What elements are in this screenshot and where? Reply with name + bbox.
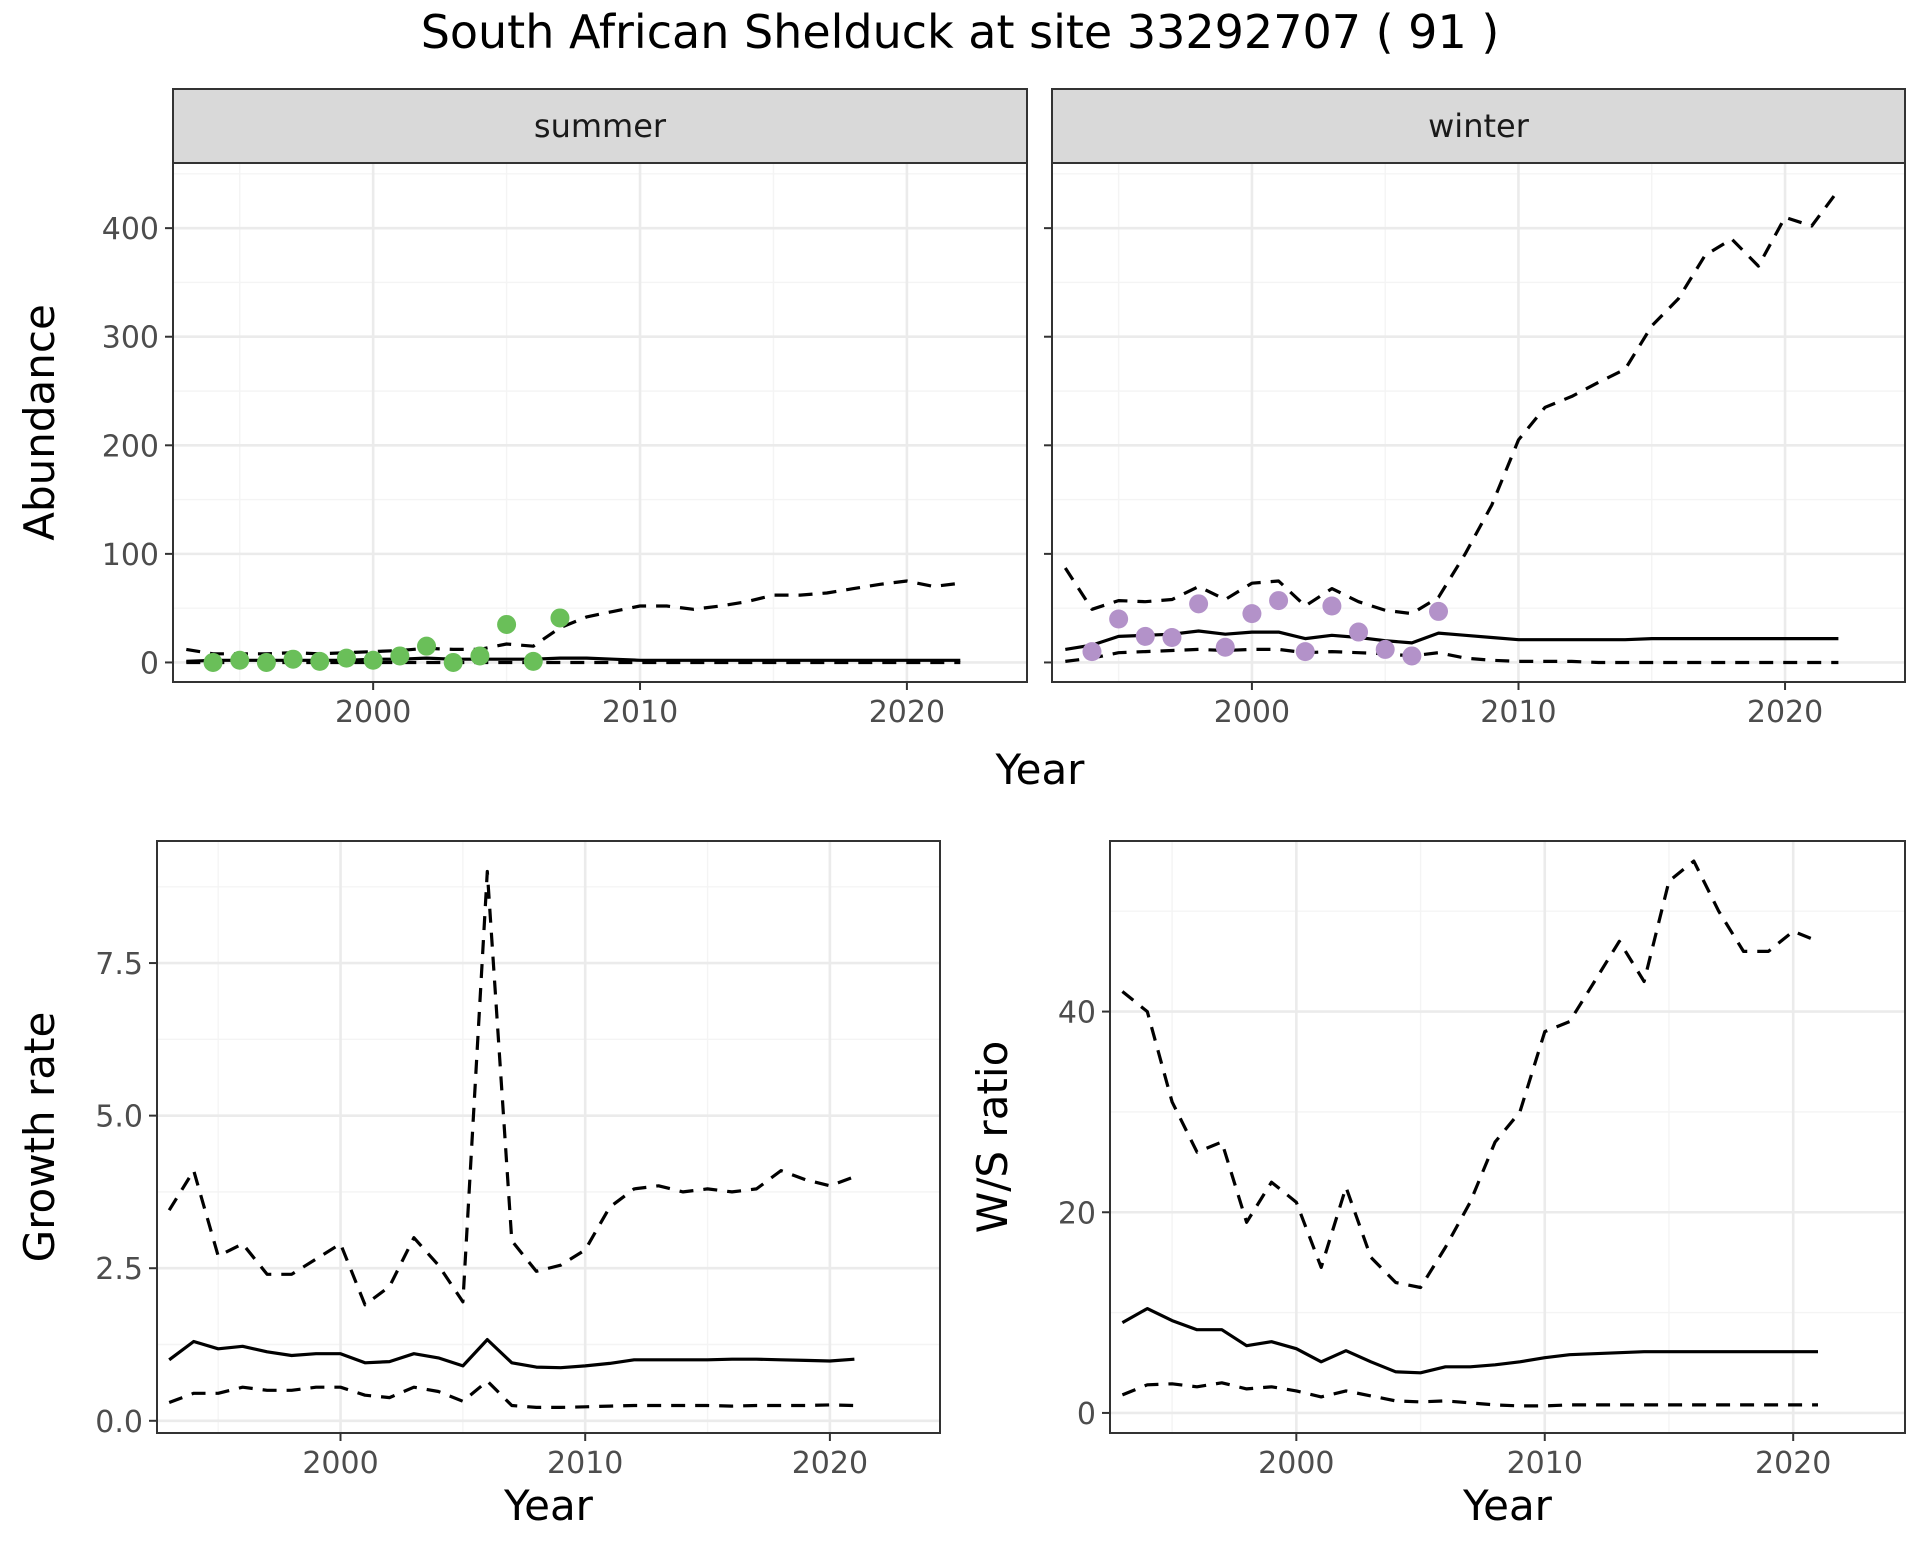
data-point xyxy=(336,648,356,668)
data-point xyxy=(1295,642,1315,662)
panel-border xyxy=(1109,840,1906,1434)
series-line-upper xyxy=(1063,189,1840,616)
x-tick-label: 2010 xyxy=(547,1446,623,1481)
facet-strip-label: summer xyxy=(534,107,667,145)
x-axis-title-abundance: Year xyxy=(995,745,1086,794)
series-line-upper xyxy=(1121,859,1819,1290)
y-axis-title: W/S ratio xyxy=(968,1041,1017,1234)
y-tick-label: 0 xyxy=(1077,1397,1096,1432)
data-point xyxy=(1402,646,1422,666)
data-point xyxy=(550,608,570,628)
data-point xyxy=(390,646,410,666)
series-line-upper xyxy=(186,579,961,656)
x-tick-label: 2000 xyxy=(1214,695,1290,730)
x-tick-label: 2010 xyxy=(1480,695,1556,730)
y-tick-label: 5.0 xyxy=(95,1100,143,1135)
y-tick-label: 20 xyxy=(1058,1196,1096,1231)
y-tick-label: 7.5 xyxy=(95,947,143,982)
data-point xyxy=(363,650,383,670)
x-tick-label: 2020 xyxy=(792,1446,868,1481)
data-point xyxy=(1082,642,1102,662)
panel-growth-rate: 2000 2010 2020 0.0 2.5 5.0 7.5 Growth rate Year xyxy=(15,840,941,1530)
data-point xyxy=(1189,594,1209,614)
x-tick-label: 2020 xyxy=(869,695,945,730)
data-point xyxy=(1322,596,1342,616)
series-line-upper xyxy=(167,869,855,1307)
y-tick-label: 300 xyxy=(102,321,159,356)
data-point xyxy=(443,652,463,672)
data-point xyxy=(497,614,517,634)
panel-ws-ratio: 2000 2010 2020 0 20 40 W/S ratio Year xyxy=(968,840,1906,1530)
data-point xyxy=(1242,604,1262,624)
panel-border xyxy=(156,840,941,1434)
data-point xyxy=(283,649,303,669)
x-axis-title: Year xyxy=(1462,1481,1553,1530)
y-tick-label: 2.5 xyxy=(95,1252,143,1287)
x-tick-label: 2000 xyxy=(335,695,411,730)
chart-title: South African Shelduck at site 33292707 … xyxy=(421,5,1500,59)
data-point xyxy=(203,652,223,672)
facet-strip xyxy=(1051,88,1906,164)
y-axis-title: Growth rate xyxy=(15,1012,64,1263)
data-point xyxy=(1215,637,1235,657)
data-point xyxy=(523,651,543,671)
series-line-estimate xyxy=(168,1337,855,1370)
x-axis-title: Year xyxy=(503,1481,594,1530)
y-tick-label: 400 xyxy=(102,212,159,247)
series-line-estimate xyxy=(1121,1306,1818,1375)
series-line-lower xyxy=(168,1379,855,1410)
panel-border xyxy=(1051,162,1906,683)
x-tick-label: 2010 xyxy=(602,695,678,730)
y-tick-label: 0 xyxy=(140,646,159,681)
data-point xyxy=(1375,639,1395,659)
data-point xyxy=(1109,609,1129,629)
facet-strip xyxy=(172,88,1028,164)
series-line-estimate xyxy=(1065,629,1839,651)
x-tick-label: 2020 xyxy=(1747,695,1823,730)
data-point xyxy=(1162,627,1182,647)
data-point xyxy=(256,652,276,672)
x-tick-label: 2020 xyxy=(1755,1446,1831,1481)
facet-strip-label: winter xyxy=(1428,107,1530,145)
series-line-lower xyxy=(1121,1381,1818,1408)
y-tick-label: 200 xyxy=(102,429,159,464)
y-tick-label: 100 xyxy=(102,538,159,573)
series-line-lower xyxy=(1065,647,1839,665)
y-tick-label: 0.0 xyxy=(95,1405,143,1440)
data-point xyxy=(1269,591,1289,611)
y-axis-title: Abundance xyxy=(15,304,64,541)
panel-abundance-summer: summer 2000 2010 2020 0 100 200 300 400 Abundance xyxy=(15,88,1028,730)
data-point xyxy=(1429,601,1449,621)
data-point xyxy=(1349,622,1369,642)
data-point xyxy=(417,636,437,656)
panel-border xyxy=(172,162,1028,683)
data-point xyxy=(310,651,330,671)
data-point xyxy=(1135,626,1155,646)
x-tick-label: 2000 xyxy=(1258,1446,1334,1481)
panel-abundance-winter: winter 2000 2010 2020 xyxy=(1044,88,1906,730)
data-point xyxy=(230,650,250,670)
x-tick-label: 2000 xyxy=(302,1446,378,1481)
data-point xyxy=(470,646,490,666)
x-tick-label: 2010 xyxy=(1507,1446,1583,1481)
y-tick-label: 40 xyxy=(1058,996,1096,1031)
